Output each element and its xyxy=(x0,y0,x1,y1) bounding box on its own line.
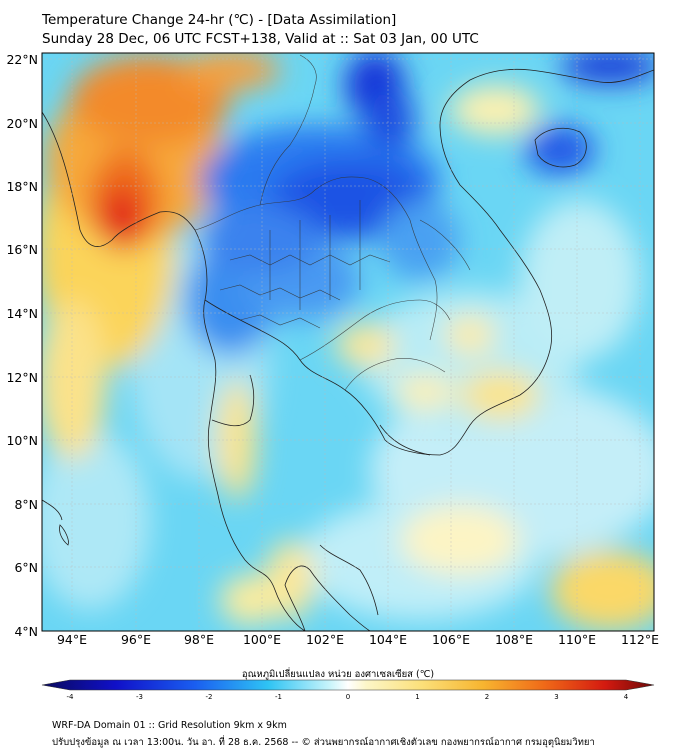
lon-tick-label: 98°E xyxy=(183,632,215,647)
lon-tick-label: 106°E xyxy=(431,632,470,647)
map-frame xyxy=(41,52,655,632)
colorbar-tick: 3 xyxy=(554,693,559,701)
colorbar xyxy=(41,679,655,691)
lon-tick-label: 100°E xyxy=(242,632,281,647)
temperature-field xyxy=(42,53,654,631)
colorbar-tick: -2 xyxy=(205,693,213,701)
lat-tick-label: 20°N xyxy=(6,116,38,131)
lon-tick-label: 102°E xyxy=(305,632,344,647)
colorbar-gradient xyxy=(41,679,655,691)
colorbar-tick: 4 xyxy=(623,693,629,701)
lon-tick-label: 112°E xyxy=(620,632,659,647)
admin-borders xyxy=(194,54,471,391)
lat-tick-label: 6°N xyxy=(14,560,38,575)
lat-tick-label: 8°N xyxy=(14,497,38,512)
lon-tick-label: 104°E xyxy=(368,632,407,647)
footer-credit: ปรับปรุงข้อมูล ณ เวลา 13:00น. วัน อา. ที… xyxy=(52,737,595,748)
map-subtitle: Sunday 28 Dec, 06 UTC FCST+138, Valid at… xyxy=(42,31,479,47)
lat-tick-label: 10°N xyxy=(6,433,38,448)
graticule xyxy=(42,53,654,631)
coastlines-borders xyxy=(42,68,654,631)
map-title: Temperature Change 24-hr (℃) - [Data Ass… xyxy=(42,12,397,28)
colorbar-tick: 1 xyxy=(415,693,420,701)
lat-tick-label: 22°N xyxy=(6,52,38,67)
lon-tick-label: 96°E xyxy=(120,632,152,647)
lat-tick-label: 14°N xyxy=(6,306,38,321)
lat-tick-label: 12°N xyxy=(6,370,38,385)
lat-tick-label: 18°N xyxy=(6,179,38,194)
colorbar-tick: -1 xyxy=(275,693,282,701)
lon-tick-label: 108°E xyxy=(494,632,533,647)
footer-model-info: WRF-DA Domain 01 :: Grid Resolution 9km … xyxy=(52,720,287,731)
lon-tick-label: 110°E xyxy=(557,632,596,647)
colorbar-tick: 0 xyxy=(345,693,351,701)
lat-tick-label: 16°N xyxy=(6,242,38,257)
colorbar-tick: -3 xyxy=(136,693,143,701)
colorbar-label: อุณหภูมิเปลี่ยนแปลง หน่วย องศาเซลเซียส (… xyxy=(241,669,435,680)
lat-tick-label: 4°N xyxy=(14,624,38,639)
colorbar-tick: 2 xyxy=(484,693,490,701)
colorbar-tick: -4 xyxy=(66,693,74,701)
lon-tick-label: 94°E xyxy=(56,632,88,647)
